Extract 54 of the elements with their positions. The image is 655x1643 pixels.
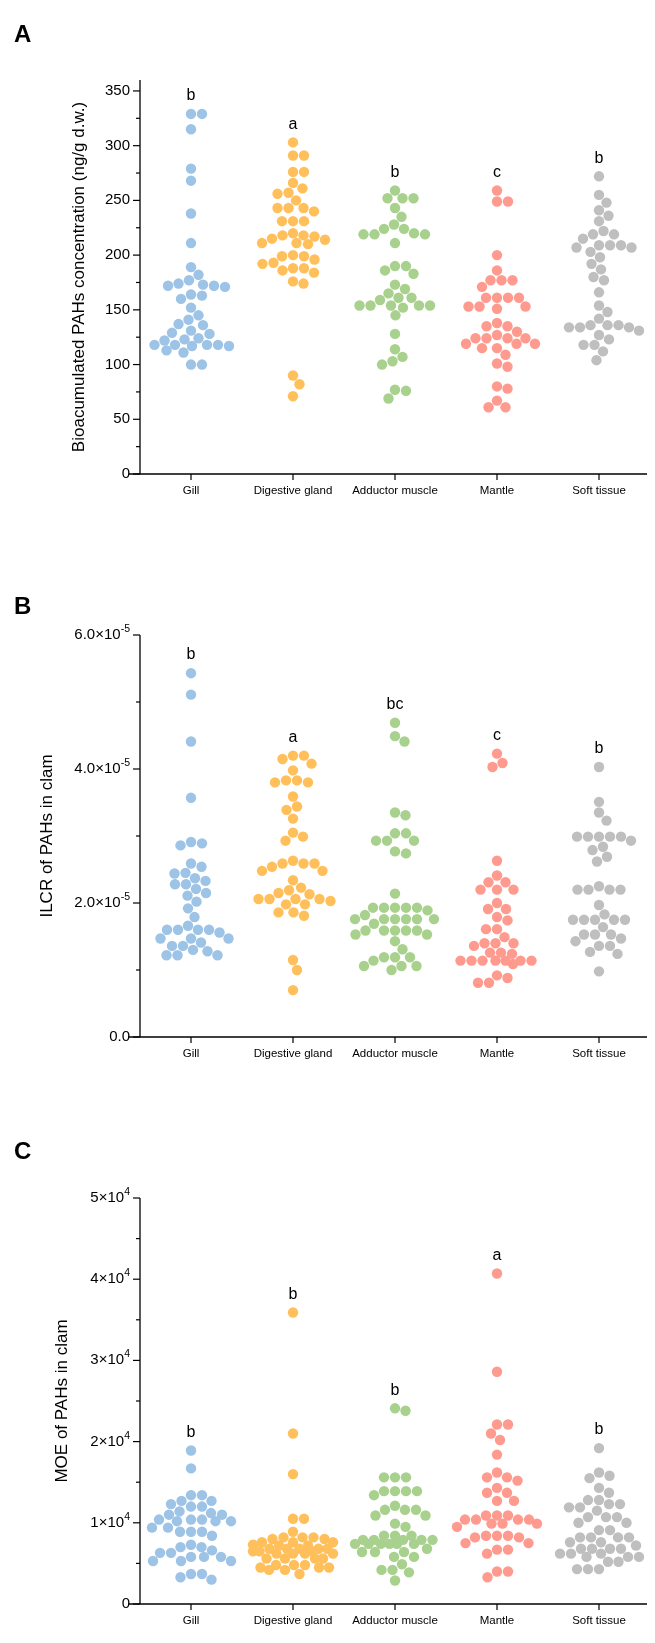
annotation: b	[186, 86, 196, 104]
annotation: bc	[386, 694, 404, 712]
y-tick-label: 300	[104, 135, 130, 153]
annotation: c	[493, 725, 501, 743]
y-tick-label: 6.0×10$^{-5}$	[74, 621, 131, 642]
x-tick-label: Soft tissue	[572, 1614, 626, 1626]
y-axis-title: Bioacumulated PAHs concentration (ng/g d.w.)	[69, 101, 89, 453]
y-tick-label: 0	[121, 463, 130, 481]
annotation: b	[390, 162, 400, 180]
annotation: b	[594, 1420, 604, 1438]
x-tick-label: Digestive gland	[253, 1614, 333, 1626]
annotation: b	[186, 1422, 196, 1440]
y-tick-label: 250	[104, 190, 130, 208]
chart-title: A	[14, 20, 32, 48]
annotation: c	[493, 162, 501, 180]
y-axis-title: ILCR of PAHs in clam	[37, 754, 57, 918]
y-tick-label: 4.0×10$^{-5}$	[74, 755, 131, 776]
x-tick-label: Mantle	[479, 1047, 515, 1059]
annotation: b	[594, 739, 604, 757]
x-tick-label: Gill	[182, 1614, 200, 1626]
x-tick-label: Gill	[182, 484, 200, 496]
chart-title: B	[14, 592, 32, 620]
y-tick-label: 0.0	[109, 1026, 130, 1044]
annotation: b	[186, 645, 196, 663]
x-tick-label: Gill	[182, 1047, 200, 1059]
y-tick-label: 50	[113, 409, 130, 427]
y-tick-label: 100	[104, 354, 130, 372]
annotation: a	[288, 727, 298, 745]
x-tick-label: Soft tissue	[572, 484, 626, 496]
y-tick-label: 200	[104, 245, 130, 263]
y-tick-label: 1×10$^{4}$	[90, 1509, 131, 1530]
annotation: b	[390, 1380, 400, 1398]
y-tick-label: 2×10$^{4}$	[90, 1428, 131, 1449]
y-tick-label: 350	[104, 80, 130, 98]
x-tick-label: Digestive gland	[253, 484, 333, 496]
annotation: b	[288, 1284, 298, 1302]
annotation: a	[492, 1245, 502, 1263]
x-tick-label: Digestive gland	[253, 1047, 333, 1059]
y-tick-label: 3×10$^{4}$	[90, 1347, 131, 1368]
x-tick-label: Mantle	[479, 484, 515, 496]
y-axis-title: MOE of PAHs in clam	[52, 1319, 72, 1483]
y-tick-label: 4×10$^{4}$	[90, 1265, 131, 1287]
x-tick-label: Soft tissue	[572, 1047, 626, 1059]
y-tick-label: 2.0×10$^{-5}$	[74, 889, 131, 910]
y-tick-label: 150	[104, 299, 130, 317]
x-tick-label: Adductor muscle	[352, 1047, 438, 1059]
x-tick-label: Adductor muscle	[352, 1614, 438, 1626]
chart-title: C	[14, 1137, 32, 1165]
y-tick-label: 5×10$^{4}$	[90, 1184, 131, 1205]
annotation: a	[288, 114, 298, 132]
x-tick-label: Mantle	[479, 1614, 515, 1626]
y-tick-label: 0	[121, 1593, 130, 1611]
x-tick-label: Adductor muscle	[352, 484, 438, 496]
annotation: b	[594, 148, 604, 166]
